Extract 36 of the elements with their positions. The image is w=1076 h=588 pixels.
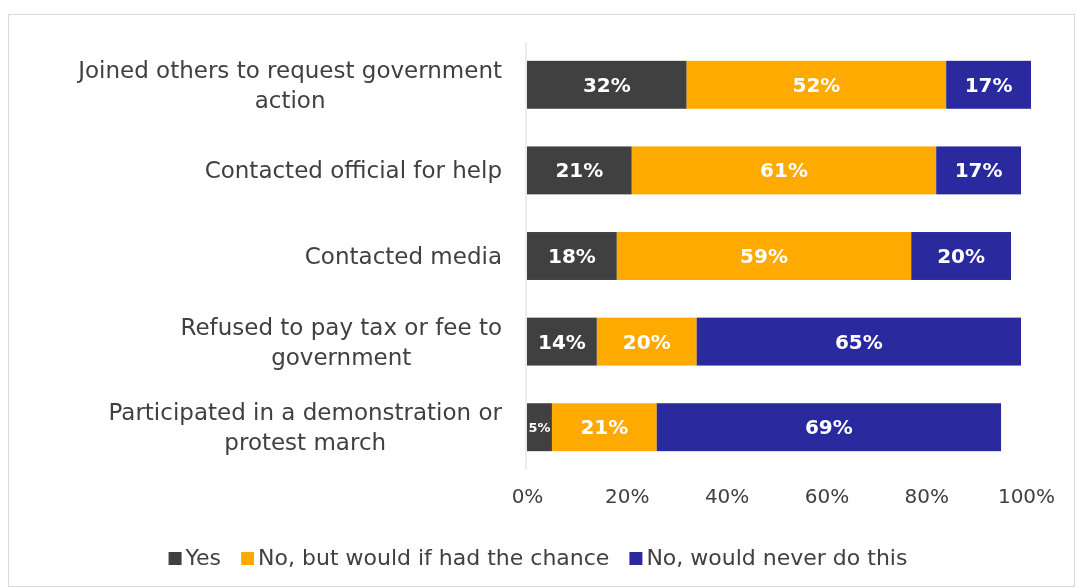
x-tick-label: 60%	[804, 484, 850, 509]
legend-label: No, but would if had the chance	[258, 545, 610, 570]
data-label: 21%	[555, 158, 604, 183]
data-label: 61%	[760, 158, 808, 183]
data-label: 18%	[547, 244, 596, 268]
x-tick-label: 100%	[997, 484, 1056, 509]
bar	[686, 60, 947, 109]
bar	[527, 403, 552, 452]
x-tick-label: 80%	[904, 484, 949, 509]
x-tick-label: 0%	[511, 484, 544, 509]
data-label: 69%	[804, 415, 853, 440]
legend-label: Yes	[184, 545, 222, 570]
data-label: 21%	[580, 415, 629, 440]
data-label: 59%	[740, 244, 788, 268]
x-tick-label: 40%	[704, 484, 750, 509]
bar	[527, 60, 687, 109]
bar	[656, 403, 1002, 452]
y-tick-label: Joined others to request government action	[76, 56, 502, 113]
y-tick-label: Refused to pay tax or fee to government	[180, 313, 502, 370]
legend-label: No, would never do this	[646, 545, 908, 570]
data-label: 52%	[792, 72, 841, 97]
bar	[696, 317, 1022, 366]
y-tick-label: Contacted media	[304, 243, 502, 269]
x-tick-label: 20%	[605, 484, 650, 509]
data-label: 17%	[964, 72, 1013, 97]
data-label: 20%	[937, 244, 986, 268]
data-label: 5%	[528, 420, 551, 436]
data-label: 65%	[834, 329, 883, 354]
bar	[631, 146, 937, 195]
bar	[616, 232, 912, 280]
data-label: 32%	[582, 72, 631, 97]
y-tick-label: Contacted official for help	[204, 157, 502, 184]
y-tick-label: Participated in a demonstration or protest march	[108, 399, 503, 456]
data-label: 14%	[537, 329, 586, 354]
data-label: 17%	[954, 158, 1003, 183]
data-label: 20%	[622, 329, 671, 354]
